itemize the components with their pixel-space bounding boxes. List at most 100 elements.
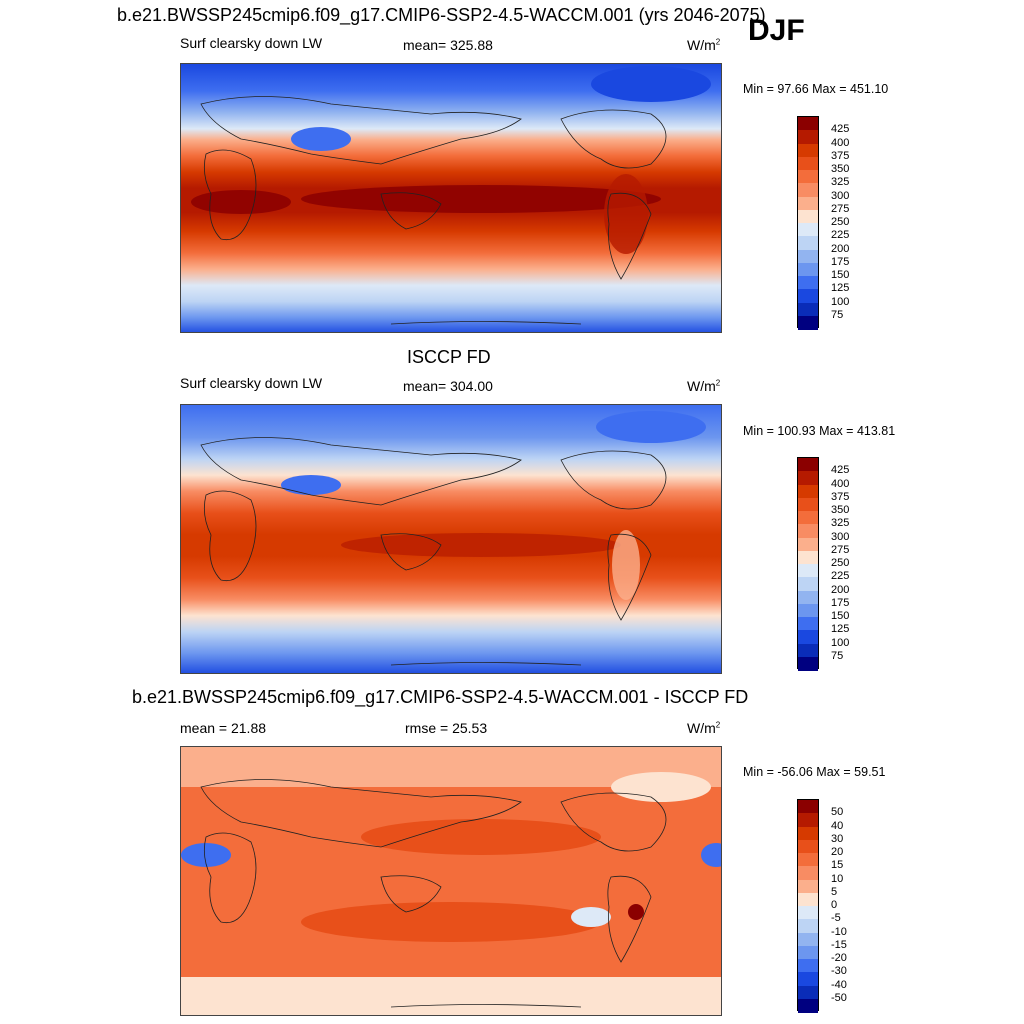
colorbar-swatch [798,276,818,290]
colorbar-swatch [798,590,818,605]
panel1-map-svg [181,64,721,332]
colorbar-swatch [798,183,818,197]
panel2-units: W/m2 [687,378,721,394]
colorbar-tick-label: 400 [831,477,850,490]
colorbar-swatch [798,537,818,552]
colorbar-tick-label: 30 [831,832,844,845]
colorbar-tick-label: 50 [831,806,844,819]
panel3-colorbar-boxes [797,799,819,1013]
colorbar-swatch [798,130,818,144]
colorbar-tick-label: -30 [831,965,847,978]
colorbar-tick-label: 125 [831,282,850,295]
colorbar-tick-label: 325 [831,176,850,189]
colorbar-tick-label: 40 [831,819,844,832]
colorbar-tick-label: 300 [831,189,850,202]
colorbar-swatch [798,209,818,224]
colorbar-swatch [798,813,818,827]
colorbar-tick-label: 275 [831,543,850,556]
panel2-heading: ISCCP FD [407,347,491,367]
colorbar-swatch [798,524,818,538]
colorbar-swatch [798,564,818,578]
colorbar-tick-label: 225 [831,570,850,583]
panel2-colorbar-boxes [797,457,819,671]
colorbar-swatch [798,630,818,644]
colorbar-swatch [798,892,818,907]
panel2-map [180,404,722,674]
colorbar-tick-label: -40 [831,978,847,991]
panel3-colorbar: 50 40 30 20 15 10 5 0 -5 -10 -15 -20 -30 -40 -50 [797,799,847,1013]
colorbar-swatch [798,800,818,814]
panel3-heading: b.e21.BWSSP245cmip6.f09_g17.CMIP6-SSP2-4… [132,687,749,707]
colorbar-tick-label: 250 [831,557,850,569]
colorbar-swatch [798,458,818,472]
panel1-minmax: Min = 97.66 Max = 451.10 [743,82,889,96]
colorbar-tick-label: 350 [831,163,850,175]
colorbar-tick-label: 15 [831,859,844,872]
colorbar-swatch [798,223,818,237]
panel1-units: W/m2 [687,37,721,53]
colorbar-tick-label: 175 [831,255,850,268]
colorbar-tick-label: 250 [831,216,850,228]
colorbar-tick-label: 75 [831,308,844,321]
colorbar-swatch [798,945,818,960]
colorbar-swatch [798,879,818,894]
colorbar-swatch [798,959,818,973]
colorbar-tick-label: -15 [831,938,847,951]
panel1-colorbar-boxes [797,116,819,330]
panel3-mean: mean = 21.88 [180,720,267,736]
colorbar-tick-label: 400 [831,136,850,149]
colorbar-swatch [798,617,818,631]
colorbar-tick-label: 5 [831,885,838,898]
colorbar-swatch [798,853,818,867]
colorbar-swatch [798,839,818,854]
colorbar-tick-label: 375 [831,490,850,503]
colorbar-tick-label: 150 [831,269,850,281]
colorbar-tick-label: 75 [831,649,844,662]
colorbar-tick-label: 225 [831,229,850,242]
figure-title: b.e21.BWSSP245cmip6.f09_g17.CMIP6-SSP2-4… [117,5,766,25]
panel2-mean: mean= 304.00 [403,378,493,394]
panel3-map-svg [181,747,721,1015]
panel1-mean: mean= 325.88 [403,37,493,53]
colorbar-swatch [798,906,818,920]
panel2-colorbar: 425 400 375 350 325 300 275 250 225 200 175 150 125 1… [797,457,849,671]
colorbar-swatch [798,826,818,841]
colorbar-swatch [798,484,818,499]
colorbar-swatch [798,170,818,184]
season-label: DJF [748,14,805,47]
colorbar-swatch [798,471,818,485]
colorbar-tick-label: -20 [831,952,847,964]
colorbar-swatch [798,117,818,131]
colorbar-swatch [798,511,818,525]
colorbar-swatch [798,985,818,1000]
panel3-minmax: Min = -56.06 Max = 59.51 [743,765,886,779]
colorbar-swatch [798,932,818,947]
panel3-units: W/m2 [687,720,721,736]
colorbar-tick-label: 10 [831,872,844,885]
colorbar-swatch [798,577,818,591]
colorbar-swatch [798,315,818,330]
colorbar-swatch [798,249,818,264]
colorbar-tick-label: -10 [831,925,847,938]
colorbar-tick-label: 325 [831,517,850,530]
colorbar-tick-label: 150 [831,610,850,622]
colorbar-swatch [798,156,818,171]
colorbar-swatch [798,302,818,317]
colorbar-tick-label: 350 [831,504,850,516]
colorbar-swatch [798,550,818,565]
colorbar-swatch [798,972,818,986]
panel1-field-label: Surf clearsky down LW [180,35,323,51]
colorbar-tick-label: 200 [831,242,850,255]
colorbar-tick-label: 200 [831,583,850,596]
colorbar-swatch [798,262,818,277]
colorbar-swatch [798,866,818,880]
colorbar-swatch [798,643,818,658]
colorbar-tick-label: 20 [831,846,844,858]
colorbar-tick-label: 125 [831,623,850,636]
colorbar-swatch [798,919,818,933]
panel1-colorbar: 425 400 375 350 325 300 275 250 225 200 175 150 125 1… [797,116,849,330]
colorbar-tick-label: 275 [831,202,850,215]
panel2-minmax: Min = 100.93 Max = 413.81 [743,424,896,438]
colorbar-swatch [798,656,818,671]
colorbar-tick-label: -5 [831,912,841,925]
